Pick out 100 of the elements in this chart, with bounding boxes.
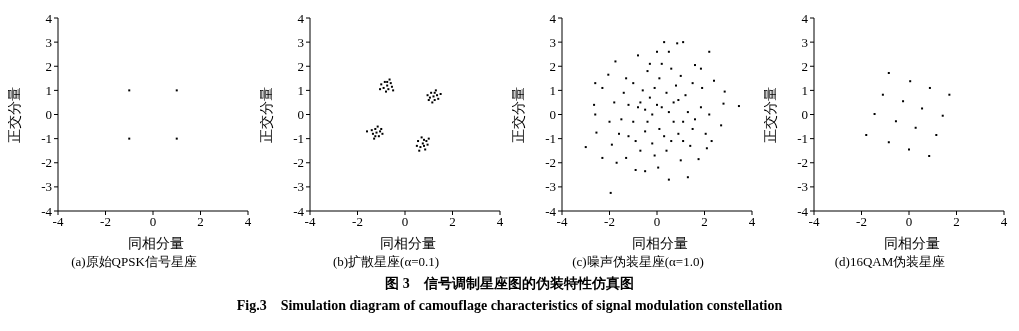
y-tick-label: -3 [293,179,304,195]
point [865,134,868,137]
point [392,89,395,92]
point [386,84,389,87]
x-tick-label: -2 [604,214,615,230]
y-tick-label: 4 [45,10,53,26]
point [430,91,433,94]
y-tick-label: 2 [801,58,808,74]
point [417,140,420,143]
text: (c)噪声伪装星座(α=1.0) [572,253,704,271]
y-tick-label: -1 [293,131,304,147]
y-tick-label: 1 [549,82,556,98]
x-tick-label: 2 [953,214,960,230]
point [390,85,393,88]
x-axis-title: 同相分量 [380,235,436,253]
y-tick-label: 2 [45,58,52,74]
y-tick-label: -4 [545,203,557,219]
caption: 图 3 信号调制星座图的伪装特性仿真图 [384,275,635,293]
y-tick-label: -3 [41,179,52,195]
point [379,88,382,91]
point [375,131,378,134]
y-tick-label: 3 [801,34,808,50]
point [921,107,924,110]
x-tick-label: 4 [496,214,504,230]
text: (a)原始QPSK信号星座 [71,253,197,271]
x-axis-title: 同相分量 [632,235,688,253]
y-tick-label: -4 [293,203,305,219]
point [928,86,931,89]
point [415,144,418,147]
x-tick-label: 4 [1000,214,1008,230]
x-tick-label: 0 [653,214,661,230]
y-tick-label: -1 [545,131,556,147]
point [420,136,423,139]
point [436,94,439,97]
text: (d)16QAM伪装星座 [834,253,946,271]
y-tick-label: 0 [45,107,52,123]
point [437,97,440,100]
y-tick-label: 3 [297,34,304,50]
point [432,95,435,98]
point [894,120,897,123]
caption: Fig.3 Simulation diagram of camouflage characteristics of signal modulation constellation [235,297,784,315]
y-tick-label: 4 [549,10,557,26]
point [383,80,386,83]
x-tick-label: 2 [701,214,708,230]
point [426,143,429,146]
x-tick-label: 2 [197,214,204,230]
point [439,92,442,95]
x-tick-label: 2 [449,214,456,230]
y-tick-label: 0 [297,107,304,123]
y-tick-label: -3 [797,179,808,195]
y-tick-label: 3 [45,34,52,50]
y-tick-label: 4 [297,10,305,26]
y-tick-label: 1 [297,82,304,98]
y-tick-label: 2 [549,58,556,74]
point [419,146,422,149]
y-tick-label: 1 [801,82,808,98]
point [902,100,905,103]
point [948,93,951,96]
point [380,83,383,86]
y-tick-label: 0 [801,107,808,123]
point [427,137,430,140]
y-tick-label: 1 [45,82,52,98]
point [941,114,944,117]
x-axis-title: 同相分量 [884,235,940,253]
x-tick-label: 0 [149,214,157,230]
point [427,99,430,102]
x-tick-label: -2 [352,214,363,230]
x-tick-label: 0 [401,214,409,230]
point [377,135,380,138]
y-tick-label: -2 [545,155,556,171]
point [389,82,392,85]
point [425,140,428,143]
point [914,126,917,129]
point [887,72,890,75]
y-tick-label: -1 [797,131,808,147]
point [881,93,884,96]
point [909,80,912,83]
point [935,134,938,137]
point [387,88,390,91]
y-tick-label: -1 [41,131,52,147]
y-tick-label: -4 [41,203,53,219]
x-axis-title: 同相分量 [128,235,184,253]
y-tick-label: -2 [41,155,52,171]
y-tick-label: -2 [797,155,808,171]
text: (b)扩散星座(α=0.1) [332,253,440,271]
y-tick-label: -2 [293,155,304,171]
x-tick-label: -2 [100,214,111,230]
y-tick-label: 3 [549,34,556,50]
y-tick-label: 0 [549,107,556,123]
x-tick-label: 4 [244,214,252,230]
y-tick-label: -3 [545,179,556,195]
point [873,113,876,116]
point [418,149,421,152]
point [382,86,385,89]
point [371,132,374,135]
y-tick-label: 2 [297,58,304,74]
x-tick-label: 4 [748,214,756,230]
y-tick-label: -4 [797,203,809,219]
point [424,148,427,151]
x-tick-label: -2 [856,214,867,230]
